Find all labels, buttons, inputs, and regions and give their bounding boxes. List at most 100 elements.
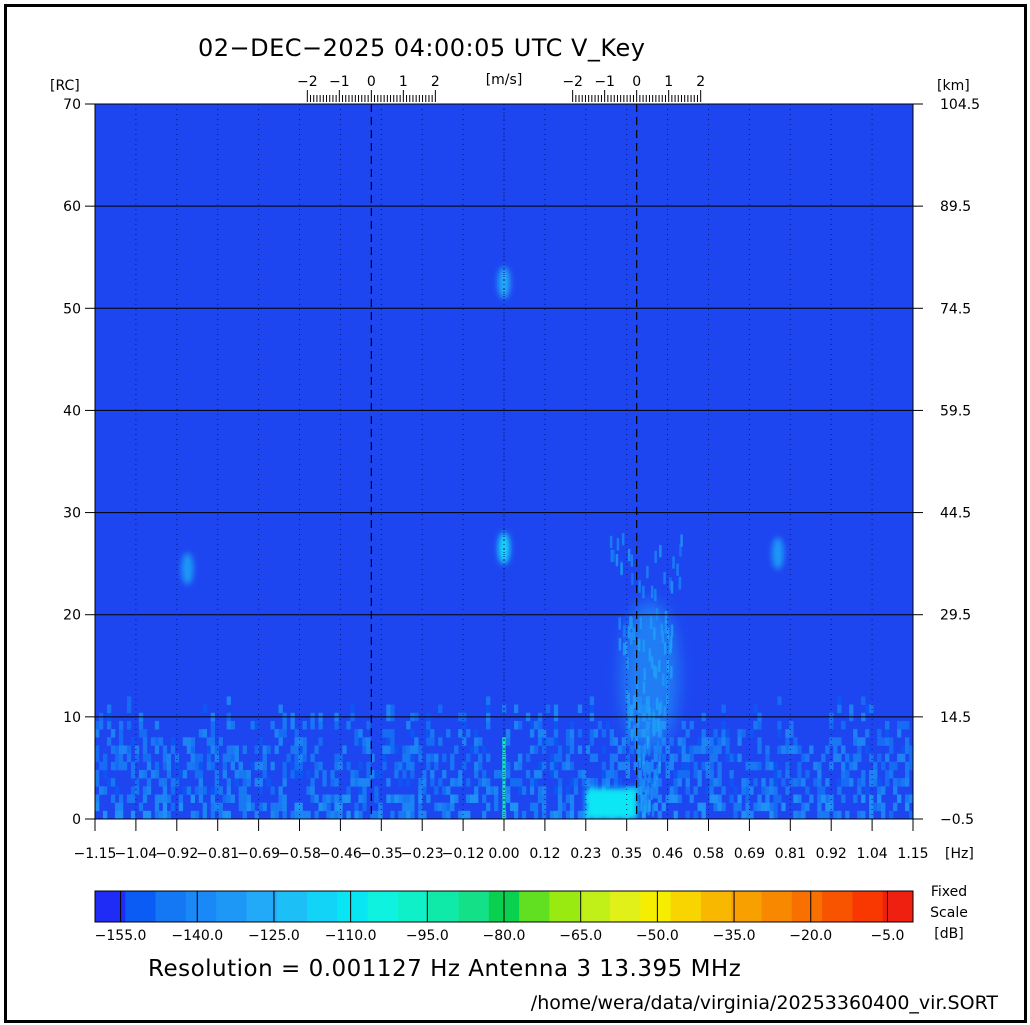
noise-cell [330,769,335,779]
noise-cell [186,745,192,754]
noise-cell [478,761,483,771]
noise-cell [681,720,686,730]
noise-cell [162,810,168,819]
noise-cell [322,802,327,812]
colorbar-tick-label: −35.0 [713,928,756,944]
y-tick-label-left: 0 [72,812,81,828]
noise-cell [118,810,124,819]
noise-cell [330,810,335,819]
noise-cell [318,720,323,730]
velocity-tick-label: −2 [297,74,318,90]
noise-cell [102,786,108,795]
noise-cell [617,745,623,754]
colorbar-swatch [761,891,793,922]
noise-cell [242,810,247,819]
noise-cell [729,778,734,787]
noise-cell [186,786,192,795]
noise-cell [541,761,547,771]
figure-frame [4,4,1027,1023]
noise-cell [282,778,287,787]
noise-cell [877,737,882,746]
noise-cell [98,720,104,730]
noise-cell [841,794,846,803]
noise-cell [190,810,196,819]
noise-cell [126,696,132,705]
noise-cell [521,810,527,819]
bragg-plume-cell [648,761,652,775]
noise-cell [326,810,331,819]
noise-cell [785,737,790,746]
noise-cell [374,794,379,803]
bragg-plume-cell [642,585,645,599]
bragg-plume-cell [651,759,654,773]
noise-cell [430,769,435,779]
noise-cell [194,753,200,763]
noise-cell [833,753,838,763]
noise-cell [226,753,231,763]
noise-cell [589,737,595,746]
noise-cell [434,753,439,763]
noise-cell [114,753,120,763]
noise-cell [641,794,646,803]
noise-cell [354,769,359,779]
noise-cell [390,745,395,754]
noise-cell [354,810,359,819]
noise-cell [506,786,511,795]
y-tick-label-right: 59.5 [940,403,971,419]
noise-cell [905,761,910,771]
noise-cell [553,720,559,730]
noise-cell [765,745,770,754]
noise-cell [769,761,774,771]
noise-cell [705,769,710,779]
noise-cell [537,729,543,738]
noise-cell [845,778,850,787]
noise-cell [677,745,682,754]
noise-cell [506,769,511,779]
bragg-plume-glow [621,601,678,751]
noise-cell [805,753,810,763]
noise-cell [110,745,116,754]
noise-cell [757,802,762,812]
noise-cell [785,745,790,754]
noise-cell [853,729,858,738]
noise-cell [470,745,475,754]
noise-cell [825,778,830,787]
noise-cell [713,802,718,812]
noise-cell [781,802,786,812]
colorbar-label: [dB] [934,926,963,942]
noise-cell [202,729,208,738]
noise-cell [366,737,371,746]
noise-cell [290,745,295,754]
velocity-tick-label: 2 [696,74,705,90]
noise-cell [278,737,283,746]
noise-cell [462,720,467,730]
noise-cell [486,786,491,795]
noise-cell [258,802,263,812]
x-tick-label: −0.81 [196,846,239,862]
noise-cell [761,786,766,795]
noise-cell [118,745,124,754]
noise-cell [266,745,271,754]
noise-cell [170,745,176,754]
colorbar-label: Scale [930,905,968,921]
noise-cell [250,802,255,812]
noise-cell [557,778,563,787]
noise-cell [721,737,726,746]
noise-cell [446,729,451,738]
noise-cell [298,737,303,746]
noise-cell [705,761,710,771]
noise-cell [877,778,882,787]
noise-cell [350,704,355,714]
noise-cell [246,794,251,803]
noise-cell [869,753,874,763]
noise-cell [130,786,136,795]
noise-cell [885,753,890,763]
noise-cell [589,704,595,714]
noise-cell [162,778,168,787]
noise-cell [278,704,283,714]
y-tick-label-left: 20 [63,608,81,624]
noise-cell [833,737,838,746]
noise-cell [494,769,499,779]
noise-cell [474,745,479,754]
